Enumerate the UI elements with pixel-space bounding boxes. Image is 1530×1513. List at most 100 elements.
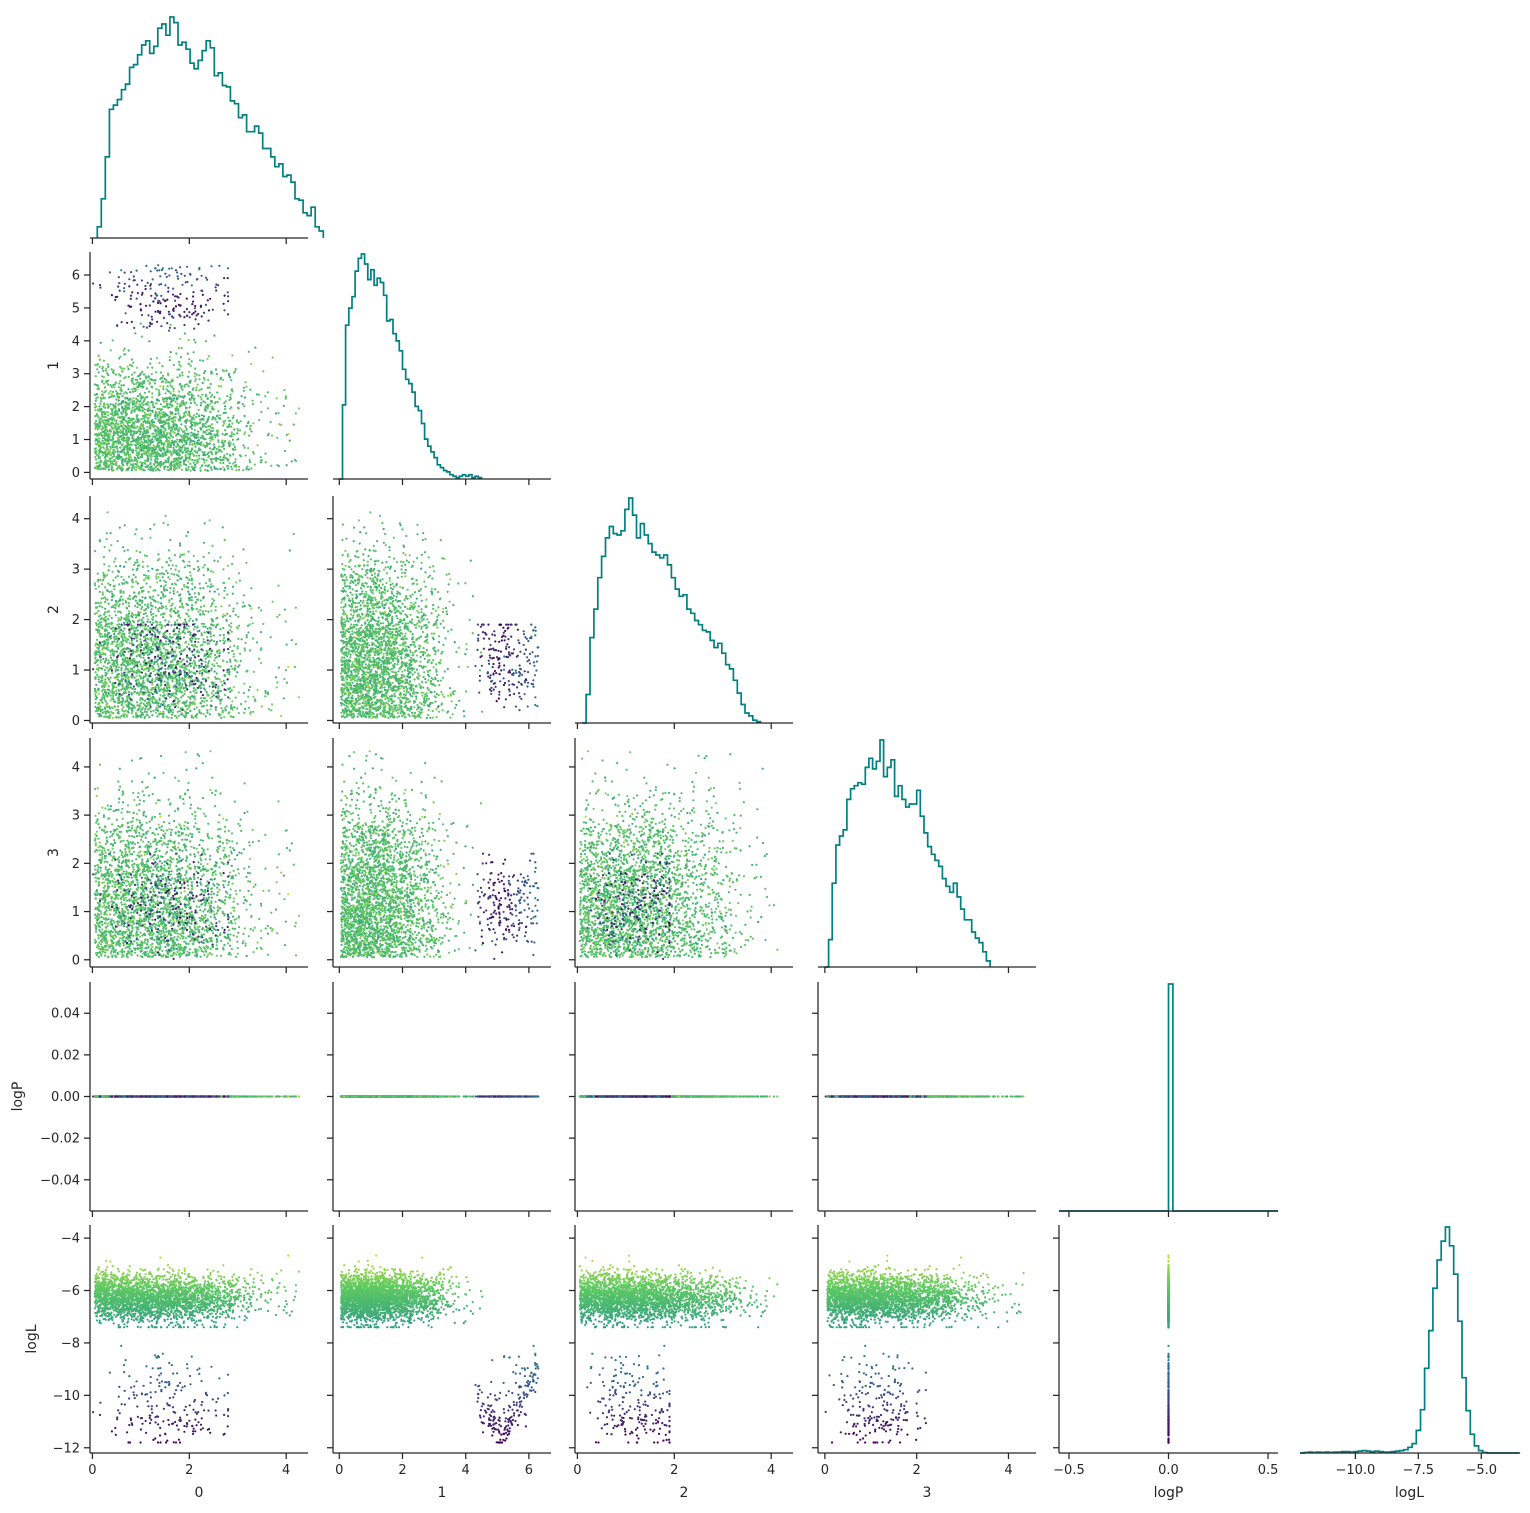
scatter-point [126,406,128,408]
scatter-point [244,649,246,651]
scatter-point [98,585,100,587]
scatter-point [136,298,138,300]
scatter-point [103,422,105,424]
scatter-point [192,295,194,297]
scatter-point [193,351,195,353]
scatter-point [176,271,178,273]
scatter-point [197,384,199,386]
scatter-point [205,426,207,428]
scatter-point [289,440,291,442]
scatter-point [272,356,274,358]
scatter-point [222,459,224,461]
scatter-point [131,426,133,428]
scatter-point [95,458,97,460]
scatter-point [189,316,191,318]
scatter-point [168,391,170,393]
scatter-point [173,447,175,449]
scatter-point [120,576,122,578]
scatter-point [172,393,174,395]
scatter-point [201,464,203,466]
scatter-point [180,446,182,448]
scatter-point [142,442,144,444]
scatter-point [125,410,127,412]
scatter-point [103,461,105,463]
scatter-point [129,402,131,404]
scatter-point [171,429,173,431]
scatter-point [232,390,234,392]
scatter-point [160,295,162,297]
scatter-point [170,380,172,382]
scatter-point [131,436,133,438]
scatter-point [137,407,139,409]
scatter-point [194,466,196,468]
scatter-point [228,444,230,446]
scatter-point [218,265,220,267]
scatter-point [156,415,158,417]
scatter-point [102,370,104,372]
scatter-point [209,392,211,394]
scatter-point [194,464,196,466]
scatter-point [190,422,192,424]
scatter-point [113,425,115,427]
scatter-point [175,401,177,403]
scatter-point [201,290,203,292]
scatter-point [227,295,229,297]
scatter-point [201,451,203,453]
scatter-point [104,675,106,677]
scatter-point [213,408,215,410]
scatter-point [135,449,137,451]
scatter-point [143,373,145,375]
scatter-point [131,374,133,376]
scatter-point [209,437,211,439]
scatter-point [165,397,167,399]
scatter-point [154,438,156,440]
scatter-point [150,270,152,272]
scatter-point [175,352,177,354]
scatter-point [108,442,110,444]
scatter-point [172,564,174,566]
scatter-point [113,369,115,371]
scatter-point [194,446,196,448]
scatter-point [176,397,178,399]
scatter-point [196,413,198,415]
scatter-point [143,417,145,419]
scatter-point [135,616,137,618]
scatter-point [133,372,135,374]
scatter-point [222,420,224,422]
scatter-point [231,563,233,565]
scatter-point [170,426,172,428]
scatter-point [131,358,133,360]
scatter-point [153,406,155,408]
scatter-point [160,325,162,327]
scatter-point [97,415,99,417]
scatter-point [147,401,149,403]
scatter-point [165,454,167,456]
scatter-point [114,440,116,442]
scatter-point [190,365,192,367]
scatter-point [166,446,168,448]
scatter-point [170,444,172,446]
scatter-point [206,358,208,360]
scatter-point [222,466,224,468]
scatter-point [115,402,117,404]
scatter-point [203,556,205,558]
scatter-point [200,437,202,439]
scatter-point [122,419,124,421]
scatter-point [191,604,193,606]
scatter-point [120,393,122,395]
scatter-point [141,449,143,451]
scatter-point [183,311,185,313]
scatter-point [145,288,147,290]
scatter-point [120,387,122,389]
scatter-point [298,407,300,409]
scatter-point [94,451,96,453]
scatter-point [143,445,145,447]
scatter-point [233,443,235,445]
scatter-point [117,709,119,711]
scatter-point [248,707,250,709]
scatter-point [128,691,130,693]
scatter-point [151,318,153,320]
scatter-layer [92,264,1170,1444]
scatter-point [154,297,156,299]
scatter-point [131,616,133,618]
